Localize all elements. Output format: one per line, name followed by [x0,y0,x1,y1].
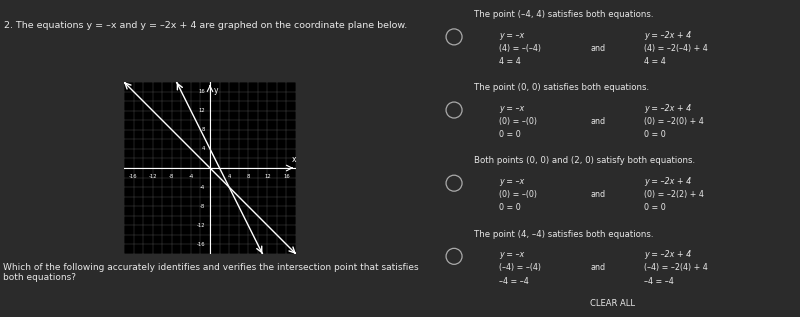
Text: -8: -8 [169,174,174,179]
Text: and: and [590,44,606,53]
Text: y: y [214,86,218,95]
Text: 12: 12 [264,174,270,179]
Text: The point (4, –4) satisfies both equations.: The point (4, –4) satisfies both equatio… [474,230,654,238]
Text: The point (0, 0) satisfies both equations.: The point (0, 0) satisfies both equation… [474,83,650,92]
Text: y = –x: y = –x [499,177,524,186]
Text: y = –2x + 4: y = –2x + 4 [644,250,691,260]
Text: (0) = –(0): (0) = –(0) [499,190,537,199]
Text: –4 = –4: –4 = –4 [644,276,674,286]
Text: 4: 4 [202,146,206,152]
Text: 0 = 0: 0 = 0 [644,130,666,139]
Text: Which of the following accurately identifies and verifies the intersection point: Which of the following accurately identi… [3,263,419,282]
Text: 4 = 4: 4 = 4 [644,57,666,66]
Text: y = –x: y = –x [499,104,524,113]
Text: y = –x: y = –x [499,31,524,40]
Text: -12: -12 [197,223,206,228]
Text: y = –2x + 4: y = –2x + 4 [644,177,691,186]
Text: (4) = –(–4): (4) = –(–4) [499,44,541,53]
Text: 12: 12 [198,108,206,113]
Text: –4 = –4: –4 = –4 [499,276,529,286]
Text: 8: 8 [246,174,250,179]
Text: 16: 16 [283,174,290,179]
Text: x: x [291,155,296,164]
Text: 0 = 0: 0 = 0 [499,204,521,212]
Text: Both points (0, 0) and (2, 0) satisfy both equations.: Both points (0, 0) and (2, 0) satisfy bo… [474,156,695,165]
Text: and: and [590,117,606,126]
Text: 4 = 4: 4 = 4 [499,57,521,66]
Text: y = –2x + 4: y = –2x + 4 [644,31,691,40]
Text: The point (–4, 4) satisfies both equations.: The point (–4, 4) satisfies both equatio… [474,10,654,19]
Text: 16: 16 [198,89,206,94]
Text: 0 = 0: 0 = 0 [499,130,521,139]
Text: -16: -16 [130,174,138,179]
Text: and: and [590,190,606,199]
Text: -4: -4 [200,184,206,190]
Text: y = –x: y = –x [499,250,524,260]
Text: CLEAR ALL: CLEAR ALL [590,299,635,308]
Text: -12: -12 [148,174,157,179]
Text: (0) = –2(0) + 4: (0) = –2(0) + 4 [644,117,704,126]
Text: 4: 4 [227,174,230,179]
Text: 2. The equations y = –x and y = –2x + 4 are graphed on the coordinate plane belo: 2. The equations y = –x and y = –2x + 4 … [4,21,407,30]
Text: -16: -16 [197,242,206,247]
Text: (0) = –2(2) + 4: (0) = –2(2) + 4 [644,190,704,199]
Text: (–4) = –2(4) + 4: (–4) = –2(4) + 4 [644,263,708,272]
Text: -4: -4 [188,174,194,179]
Text: y = –2x + 4: y = –2x + 4 [644,104,691,113]
Text: 8: 8 [202,127,206,132]
Text: (–4) = –(4): (–4) = –(4) [499,263,541,272]
Text: -8: -8 [200,204,206,209]
Text: 0 = 0: 0 = 0 [644,204,666,212]
Text: (4) = –2(–4) + 4: (4) = –2(–4) + 4 [644,44,708,53]
Text: and: and [590,263,606,272]
Text: (0) = –(0): (0) = –(0) [499,117,537,126]
